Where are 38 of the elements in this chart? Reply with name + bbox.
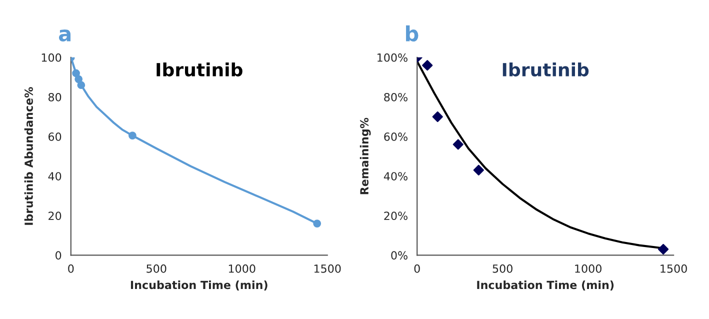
- y-axis-title: Remaining%: [360, 118, 371, 194]
- x-tick-label: 1500: [314, 264, 341, 273]
- point: [74, 75, 83, 84]
- point: [313, 220, 322, 228]
- y-tick-label: 80: [48, 92, 62, 102]
- y-tick-label: 60: [48, 132, 62, 141]
- x-tick-label: 500: [146, 264, 166, 273]
- y-tick-label: 20%: [384, 212, 408, 220]
- point: [422, 60, 433, 71]
- point: [452, 139, 464, 150]
- x-tick-label: 1500: [660, 264, 687, 273]
- point: [658, 244, 669, 255]
- point: [432, 111, 443, 122]
- y-tick-label: 100%: [378, 53, 408, 62]
- y-tick-label: 0%: [391, 251, 408, 260]
- y-tick-label: 80%: [384, 92, 408, 102]
- point: [72, 69, 80, 78]
- x-axis-title: Incubation Time (min): [477, 280, 614, 290]
- point: [77, 81, 86, 90]
- y-tick-label: 60%: [384, 132, 408, 141]
- chart-title: Ibrutinib: [502, 62, 589, 77]
- point: [128, 132, 136, 140]
- x-axis-title: Incubation Time (min): [130, 280, 268, 290]
- x-tick-label: 1000: [228, 264, 256, 273]
- x-tick-label: 500: [492, 264, 512, 273]
- y-tick-label: 0: [56, 251, 62, 260]
- y-tick-label: 40: [48, 172, 62, 180]
- point: [473, 164, 484, 176]
- x-tick-label: 1000: [575, 264, 602, 273]
- x-tick-label: 0: [68, 264, 74, 273]
- x-tick-label: 0: [414, 264, 420, 273]
- y-tick-label: 20: [48, 212, 62, 220]
- text: b: [406, 25, 418, 42]
- text: a: [58, 30, 70, 42]
- y-tick-label: 100: [42, 53, 62, 62]
- chart-title: Ibrutinib: [156, 62, 242, 77]
- y-axis-title: Ibrutinib Abundance%: [24, 87, 33, 225]
- y-tick-label: 40%: [384, 172, 408, 180]
